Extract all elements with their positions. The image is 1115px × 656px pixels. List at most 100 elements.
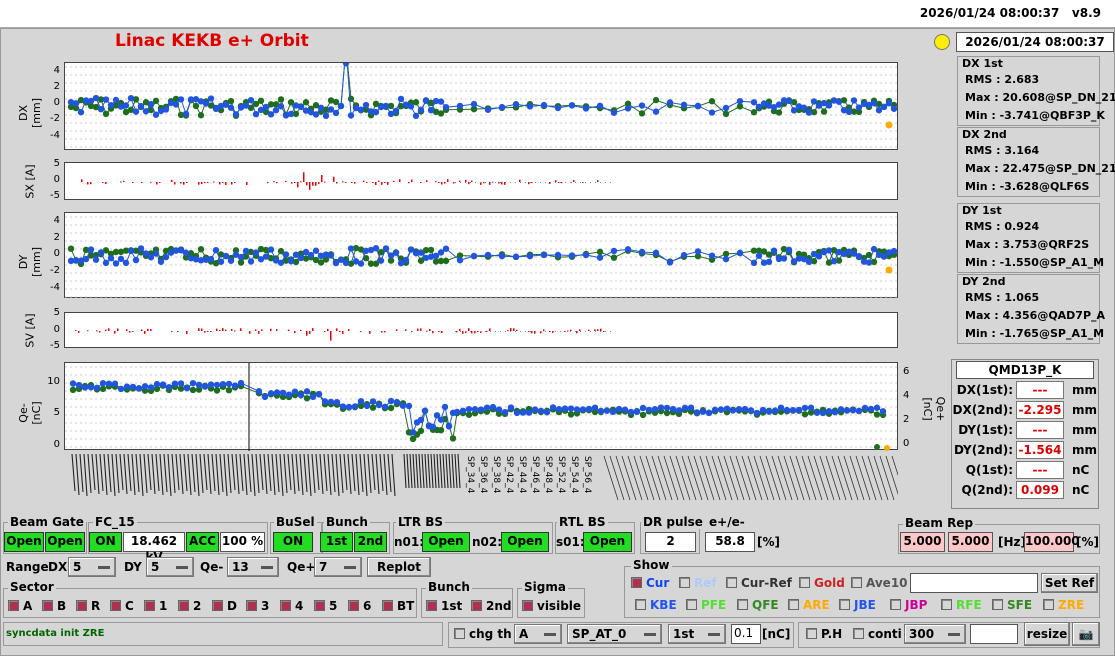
resize-button[interactable]: resize — [1024, 622, 1070, 646]
sigma-visible-checkbox[interactable]: visible — [522, 599, 581, 613]
steer-bar — [297, 182, 299, 187]
chg-th-checkbox[interactable]: chg th — [454, 627, 512, 641]
plot-dy[interactable] — [64, 212, 898, 298]
stat-rms: RMS : 2.683 — [958, 71, 1099, 89]
data-point — [811, 98, 817, 104]
sector-checkbox[interactable]: 5 — [314, 599, 337, 613]
count-menu[interactable]: 300 — [904, 624, 966, 644]
show-option[interactable]: JBP — [890, 598, 927, 612]
sector-checkbox[interactable]: BT — [382, 599, 414, 613]
steer-bar — [600, 329, 602, 331]
show-option[interactable]: Gold — [799, 576, 845, 590]
show-option[interactable]: Cur — [631, 576, 669, 590]
plot-q[interactable] — [64, 362, 898, 450]
ltr-n02-button[interactable]: Open — [501, 532, 549, 552]
fc15-acc-button[interactable]: ACC — [186, 532, 219, 552]
steer-bar — [471, 181, 473, 182]
steer-bar — [306, 182, 308, 185]
dropdown-icon — [344, 566, 356, 569]
range-dy-menu[interactable]: 5 — [146, 557, 194, 577]
data-point — [318, 105, 324, 111]
show-option[interactable]: ARE — [788, 598, 830, 612]
sector-checkbox[interactable]: C — [110, 599, 134, 613]
fc15-on-button[interactable]: ON — [89, 532, 122, 552]
conti-checkbox[interactable]: conti — [853, 627, 902, 641]
sector-checkbox[interactable]: 1 — [144, 599, 167, 613]
steer-bar — [576, 331, 578, 333]
bunch-select-menu[interactable]: 1st — [668, 624, 726, 644]
data-point — [113, 97, 119, 103]
selected-row-value: --- — [1016, 461, 1064, 479]
steer-bar — [225, 330, 227, 331]
plot-sx[interactable] — [64, 162, 898, 200]
sector-checkbox[interactable]: 2 — [178, 599, 201, 613]
data-point — [348, 112, 354, 118]
data-point — [208, 256, 214, 262]
top-bar: 2026/01/24 08:00:37 v8.9 — [0, 0, 1115, 28]
data-point — [393, 249, 399, 255]
range-qep-menu[interactable]: 7 — [314, 557, 362, 577]
show-option[interactable]: PFE — [686, 598, 726, 612]
show-option[interactable]: RFE — [941, 598, 982, 612]
checkbox-icon — [839, 599, 850, 610]
rtl-s01-button[interactable]: Open — [583, 532, 632, 552]
steer-bar — [318, 182, 320, 184]
show-text-input[interactable] — [910, 573, 1038, 593]
show-option[interactable]: Ref — [679, 576, 717, 590]
ltr-n01-button[interactable]: Open — [422, 532, 470, 552]
plot-sv[interactable] — [64, 312, 898, 348]
sector-checkbox[interactable]: R — [76, 599, 100, 613]
steer-bar — [186, 182, 188, 183]
data-point — [748, 407, 754, 413]
set-ref-button[interactable]: Set Ref — [1041, 573, 1098, 593]
replot-button[interactable]: Replot — [367, 557, 431, 577]
show-option[interactable]: Ave10 — [851, 576, 908, 590]
show-option[interactable]: QFE — [737, 598, 779, 612]
stat-min: Min : -1.765@SP_A1_M — [958, 325, 1099, 343]
data-point — [68, 245, 74, 251]
data-point — [323, 113, 329, 119]
selected-row-label: Q(2nd): — [951, 483, 1013, 497]
data-point — [438, 98, 444, 104]
sector-checkbox[interactable]: D — [212, 599, 237, 613]
data-point — [138, 245, 144, 251]
data-point — [508, 404, 514, 410]
sector-checkbox[interactable]: A — [8, 599, 32, 613]
data-point — [418, 249, 424, 255]
data-point — [223, 253, 229, 259]
sector-checkbox[interactable]: 3 — [246, 599, 269, 613]
ph-checkbox[interactable]: P.H — [806, 627, 842, 641]
bunch2-2nd-checkbox[interactable]: 2nd — [471, 599, 511, 613]
epe-value: 58.8 — [705, 532, 755, 552]
busel-on-button[interactable]: ON — [273, 532, 313, 552]
plot-dx-tick: -4 — [50, 130, 60, 141]
sp-menu[interactable]: SP_AT_0 — [567, 624, 662, 644]
sector-checkbox[interactable]: 4 — [280, 599, 303, 613]
sector-checkbox[interactable]: 6 — [348, 599, 371, 613]
plot-dx-tick: 2 — [54, 81, 60, 92]
show-option[interactable]: SFE — [992, 598, 1032, 612]
checkbox-icon — [890, 599, 901, 610]
camera-button[interactable]: 📷 — [1072, 622, 1100, 646]
steer-bar — [216, 329, 218, 331]
data-point — [348, 245, 354, 251]
data-point — [781, 255, 787, 261]
range-qem-menu[interactable]: 13 — [227, 557, 279, 577]
show-option[interactable]: JBE — [839, 598, 876, 612]
show-option[interactable]: Cur-Ref — [726, 576, 792, 590]
plot-dx[interactable] — [64, 62, 898, 150]
show-option[interactable]: KBE — [635, 598, 677, 612]
bunch-1st-button[interactable]: 1st — [320, 532, 353, 552]
bunch2-1st-checkbox[interactable]: 1st — [426, 599, 462, 613]
bunch-2nd-button[interactable]: 2nd — [354, 532, 387, 552]
range-dx-menu[interactable]: 5 — [68, 557, 116, 577]
beam-gate-1-button[interactable]: Open — [4, 532, 44, 552]
data-point — [268, 111, 274, 117]
sector-checkbox[interactable]: B — [42, 599, 66, 613]
threshold-input[interactable]: 0.1 — [731, 624, 761, 644]
count-input[interactable] — [970, 624, 1018, 644]
show-option[interactable]: ZRE — [1043, 598, 1084, 612]
chg-th-menu[interactable]: A — [514, 624, 562, 644]
data-point — [268, 390, 274, 396]
beam-gate-2-button[interactable]: Open — [45, 532, 85, 552]
